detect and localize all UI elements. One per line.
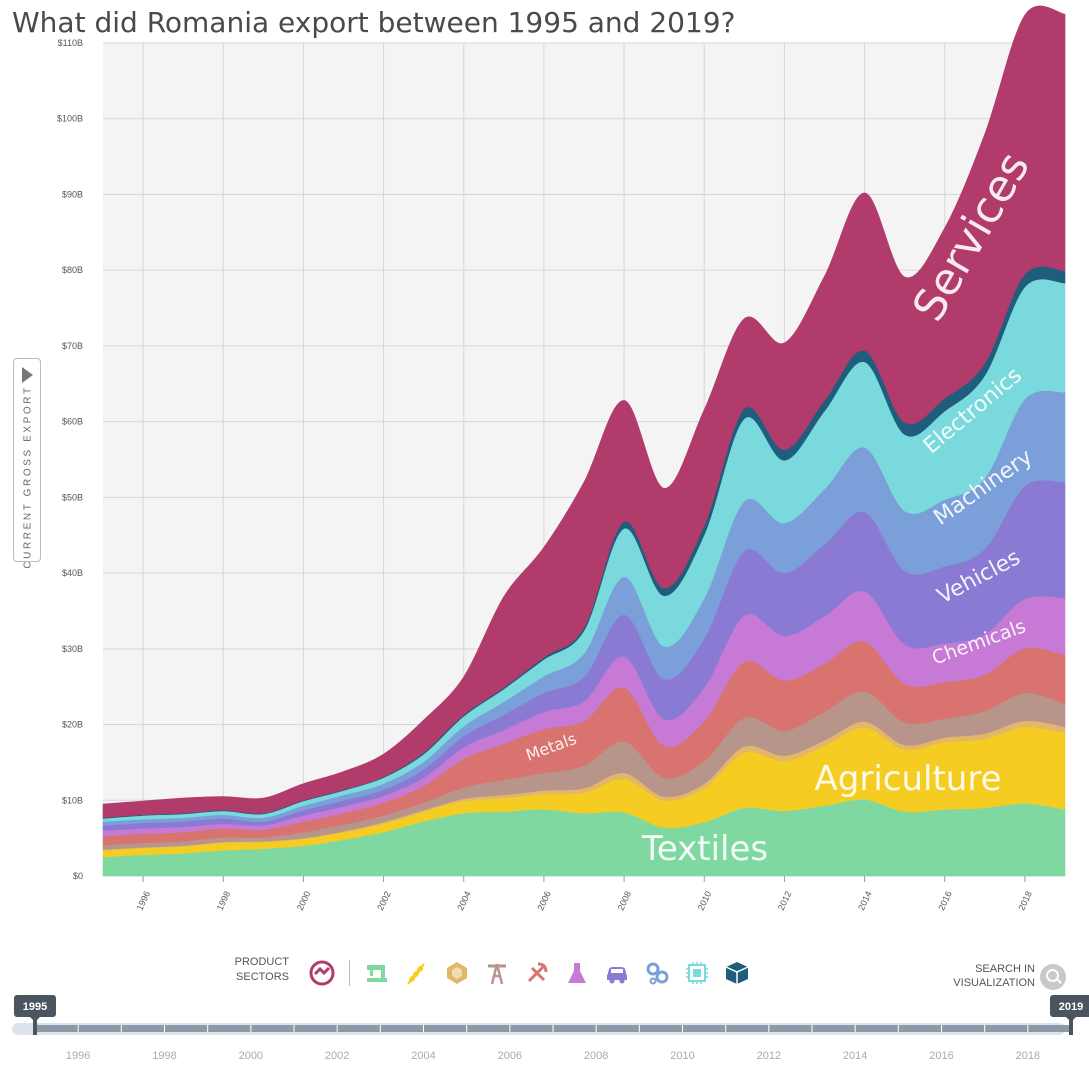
y-tick-label: $50B	[62, 492, 83, 502]
chemicals-icon[interactable]	[564, 960, 590, 986]
slider-tick-label: 2016	[929, 1050, 953, 1062]
product-sectors-label-line2: SECTORS	[236, 971, 289, 983]
slider-tick-label: 2008	[584, 1050, 608, 1062]
slider-tick-label: 2018	[1016, 1050, 1040, 1062]
x-tick-label: 1998	[215, 890, 233, 912]
sector-separator	[349, 960, 350, 986]
slider-tick-label: 2004	[411, 1050, 435, 1062]
services-icon[interactable]	[309, 960, 335, 986]
slider-tick-label: 2010	[670, 1050, 694, 1062]
area-services	[102, 5, 1066, 819]
slider-tick-label: 1998	[152, 1050, 176, 1062]
slider-end-handle[interactable]: 2019	[1050, 995, 1089, 1035]
series-label-agriculture: Agriculture	[815, 759, 1002, 799]
y-axis-toggle[interactable]: CURRENT GROSS EXPORT	[13, 358, 41, 569]
x-tick-label: 2012	[776, 890, 794, 912]
product-sectors-label: PRODUCT SECTORS	[229, 955, 289, 985]
y-tick-label: $60B	[62, 417, 83, 427]
x-tick-label: 2016	[936, 890, 954, 912]
x-tick-label: 2002	[375, 890, 393, 912]
machinery-icon[interactable]	[644, 960, 670, 986]
slider-tick-label: 2006	[498, 1050, 522, 1062]
y-tick-label: $10B	[62, 795, 83, 805]
y-tick-label: $70B	[62, 341, 83, 351]
stone-icon[interactable]	[444, 960, 470, 986]
product-sectors-label-line1: PRODUCT	[234, 956, 289, 968]
metals-icon[interactable]	[524, 960, 550, 986]
y-tick-label: $80B	[62, 265, 83, 275]
x-tick-label: 2006	[535, 890, 553, 912]
sector-icon-bar	[309, 955, 764, 991]
slider-start-handle-grip	[33, 1019, 37, 1035]
agriculture-icon[interactable]	[404, 960, 430, 986]
slider-end-handle-box	[1050, 995, 1089, 1017]
minerals-icon[interactable]	[484, 960, 510, 986]
x-tick-label: 2010	[696, 890, 714, 912]
slider-tick-label: 2002	[325, 1050, 349, 1062]
y-tick-label: $20B	[62, 720, 83, 730]
slider-start-handle-label: 1995	[23, 1001, 47, 1013]
stacked-area-chart: $0 $10B $20B $30B $40B $50B $60B $70B $80B $90B $1…	[57, 5, 1066, 912]
slider-start-handle-box	[14, 995, 56, 1017]
vehicles-icon[interactable]	[604, 960, 630, 986]
x-tick-label: 2004	[455, 890, 473, 912]
play-arrow-icon	[22, 367, 33, 383]
y-tick-label: $110B	[58, 38, 83, 48]
textiles-icon[interactable]	[364, 960, 390, 986]
slider-tick-label: 2000	[239, 1050, 263, 1062]
x-tick-label: 2008	[616, 890, 634, 912]
slider-end-handle-label: 2019	[1059, 1001, 1083, 1013]
page-title: What did Romania export between 1995 and…	[12, 6, 736, 39]
x-tick-label: 2014	[856, 890, 874, 912]
search-visualization-label: SEARCH IN VISUALIZATION	[940, 962, 1035, 990]
slider-tick-label: 2012	[757, 1050, 781, 1062]
search-label-line1: SEARCH IN	[975, 963, 1035, 975]
y-tick-label: $40B	[62, 568, 83, 578]
y-tick-label: $90B	[62, 189, 83, 199]
slider-end-handle-grip	[1069, 1019, 1073, 1035]
slider-tick-label: 2014	[843, 1050, 867, 1062]
electronics-icon[interactable]	[684, 960, 710, 986]
y-tick-label: $30B	[62, 644, 83, 654]
slider-start-handle[interactable]: 1995	[14, 995, 56, 1035]
other-icon[interactable]	[724, 960, 750, 986]
x-tick-label: 2000	[295, 890, 313, 912]
search-label-line2: VISUALIZATION	[953, 977, 1035, 989]
search-icon[interactable]	[1040, 964, 1066, 990]
slider-tick-label: 1996	[66, 1050, 90, 1062]
x-tick-label: 2018	[1016, 890, 1034, 912]
year-range-slider[interactable]: 1996 1998 2000 2002 2004 2006 2008 2010 2012 2014…	[0, 995, 1089, 1070]
y-tick-label: $0	[73, 871, 83, 881]
x-tick-label: 1996	[135, 890, 153, 912]
series-label-textiles: Textiles	[641, 829, 768, 869]
y-axis-label: CURRENT GROSS EXPORT	[22, 385, 34, 569]
y-tick-label: $100B	[57, 114, 83, 124]
